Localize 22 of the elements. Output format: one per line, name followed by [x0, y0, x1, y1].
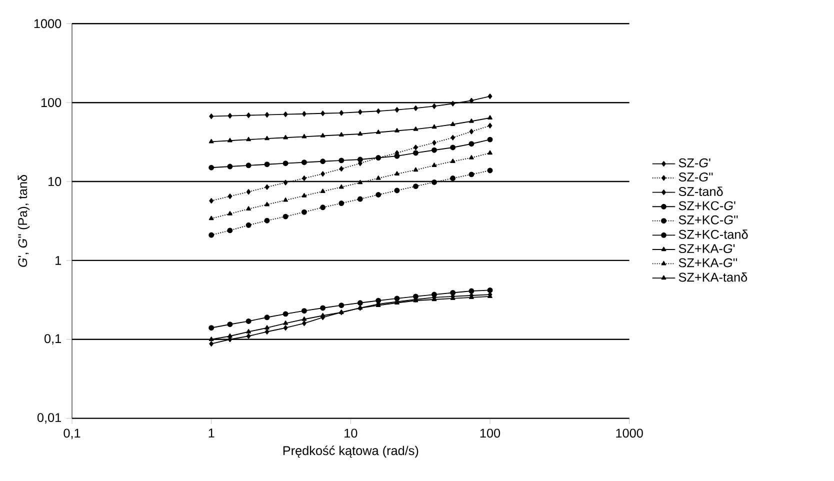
- legend-label: SZ-G'': [678, 172, 713, 182]
- legend-label: SZ+KC-G'': [678, 215, 738, 224]
- x-axis-title: Prędkość kątowa (rad/s): [283, 446, 418, 458]
- legend-label: SZ+KC-G': [678, 201, 736, 210]
- legend-label: SZ-G': [678, 158, 710, 168]
- y-tick-label: 0,01: [37, 413, 61, 424]
- legend-label: SZ+KA-tanδ: [678, 272, 748, 282]
- x-tick-label: 1: [208, 428, 214, 438]
- y-axis-title: G', G'' (Pa), tanδ: [18, 174, 30, 267]
- legend-label: SZ-tanδ: [678, 186, 723, 196]
- x-tick-label: 100: [480, 428, 500, 438]
- y-tick-label: 0,1: [44, 334, 61, 345]
- legend-label: SZ+KC-tanδ: [678, 230, 748, 239]
- x-tick-label: 1000: [616, 428, 643, 438]
- legend-label: SZ+KA-G'': [678, 258, 737, 268]
- y-tick-label: 1000: [34, 19, 62, 28]
- legend-label: SZ+KA-G': [678, 244, 735, 254]
- x-tick-label: 10: [344, 428, 358, 438]
- y-tick-label: 1: [56, 256, 61, 265]
- y-tick-label: 100: [41, 98, 62, 108]
- x-tick-label: 0,1: [64, 428, 80, 440]
- y-tick-label: 10: [48, 177, 62, 186]
